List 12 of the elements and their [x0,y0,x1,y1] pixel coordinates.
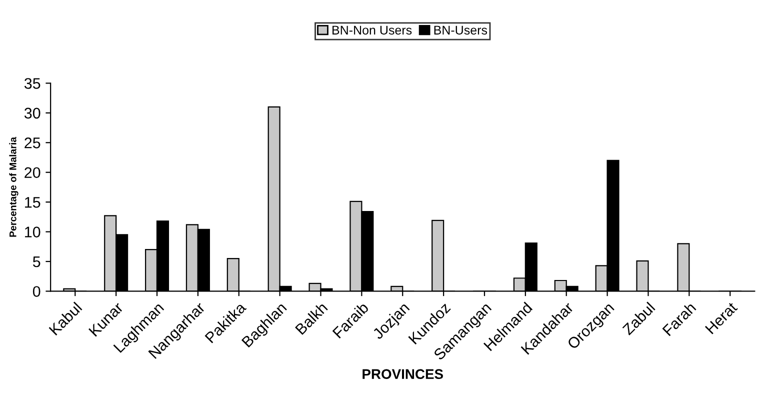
legend-label: BN-Users [434,26,488,35]
y-tick-label: 5 [32,256,40,268]
legend-label: BN-Non Users [332,26,412,35]
y-tick-label: 10 [25,226,40,238]
x-axis-title: PROVINCES [362,369,443,379]
y-tick-label: 15 [25,197,40,208]
y-tick-label: 25 [24,137,40,148]
y-tick-label: 30 [24,108,40,119]
y-axis-title: Percentage of Malaria [9,136,18,237]
y-tick-label: 20 [24,167,40,178]
y-tick-label: 0 [32,286,40,297]
y-tick-label: 35 [24,78,40,89]
